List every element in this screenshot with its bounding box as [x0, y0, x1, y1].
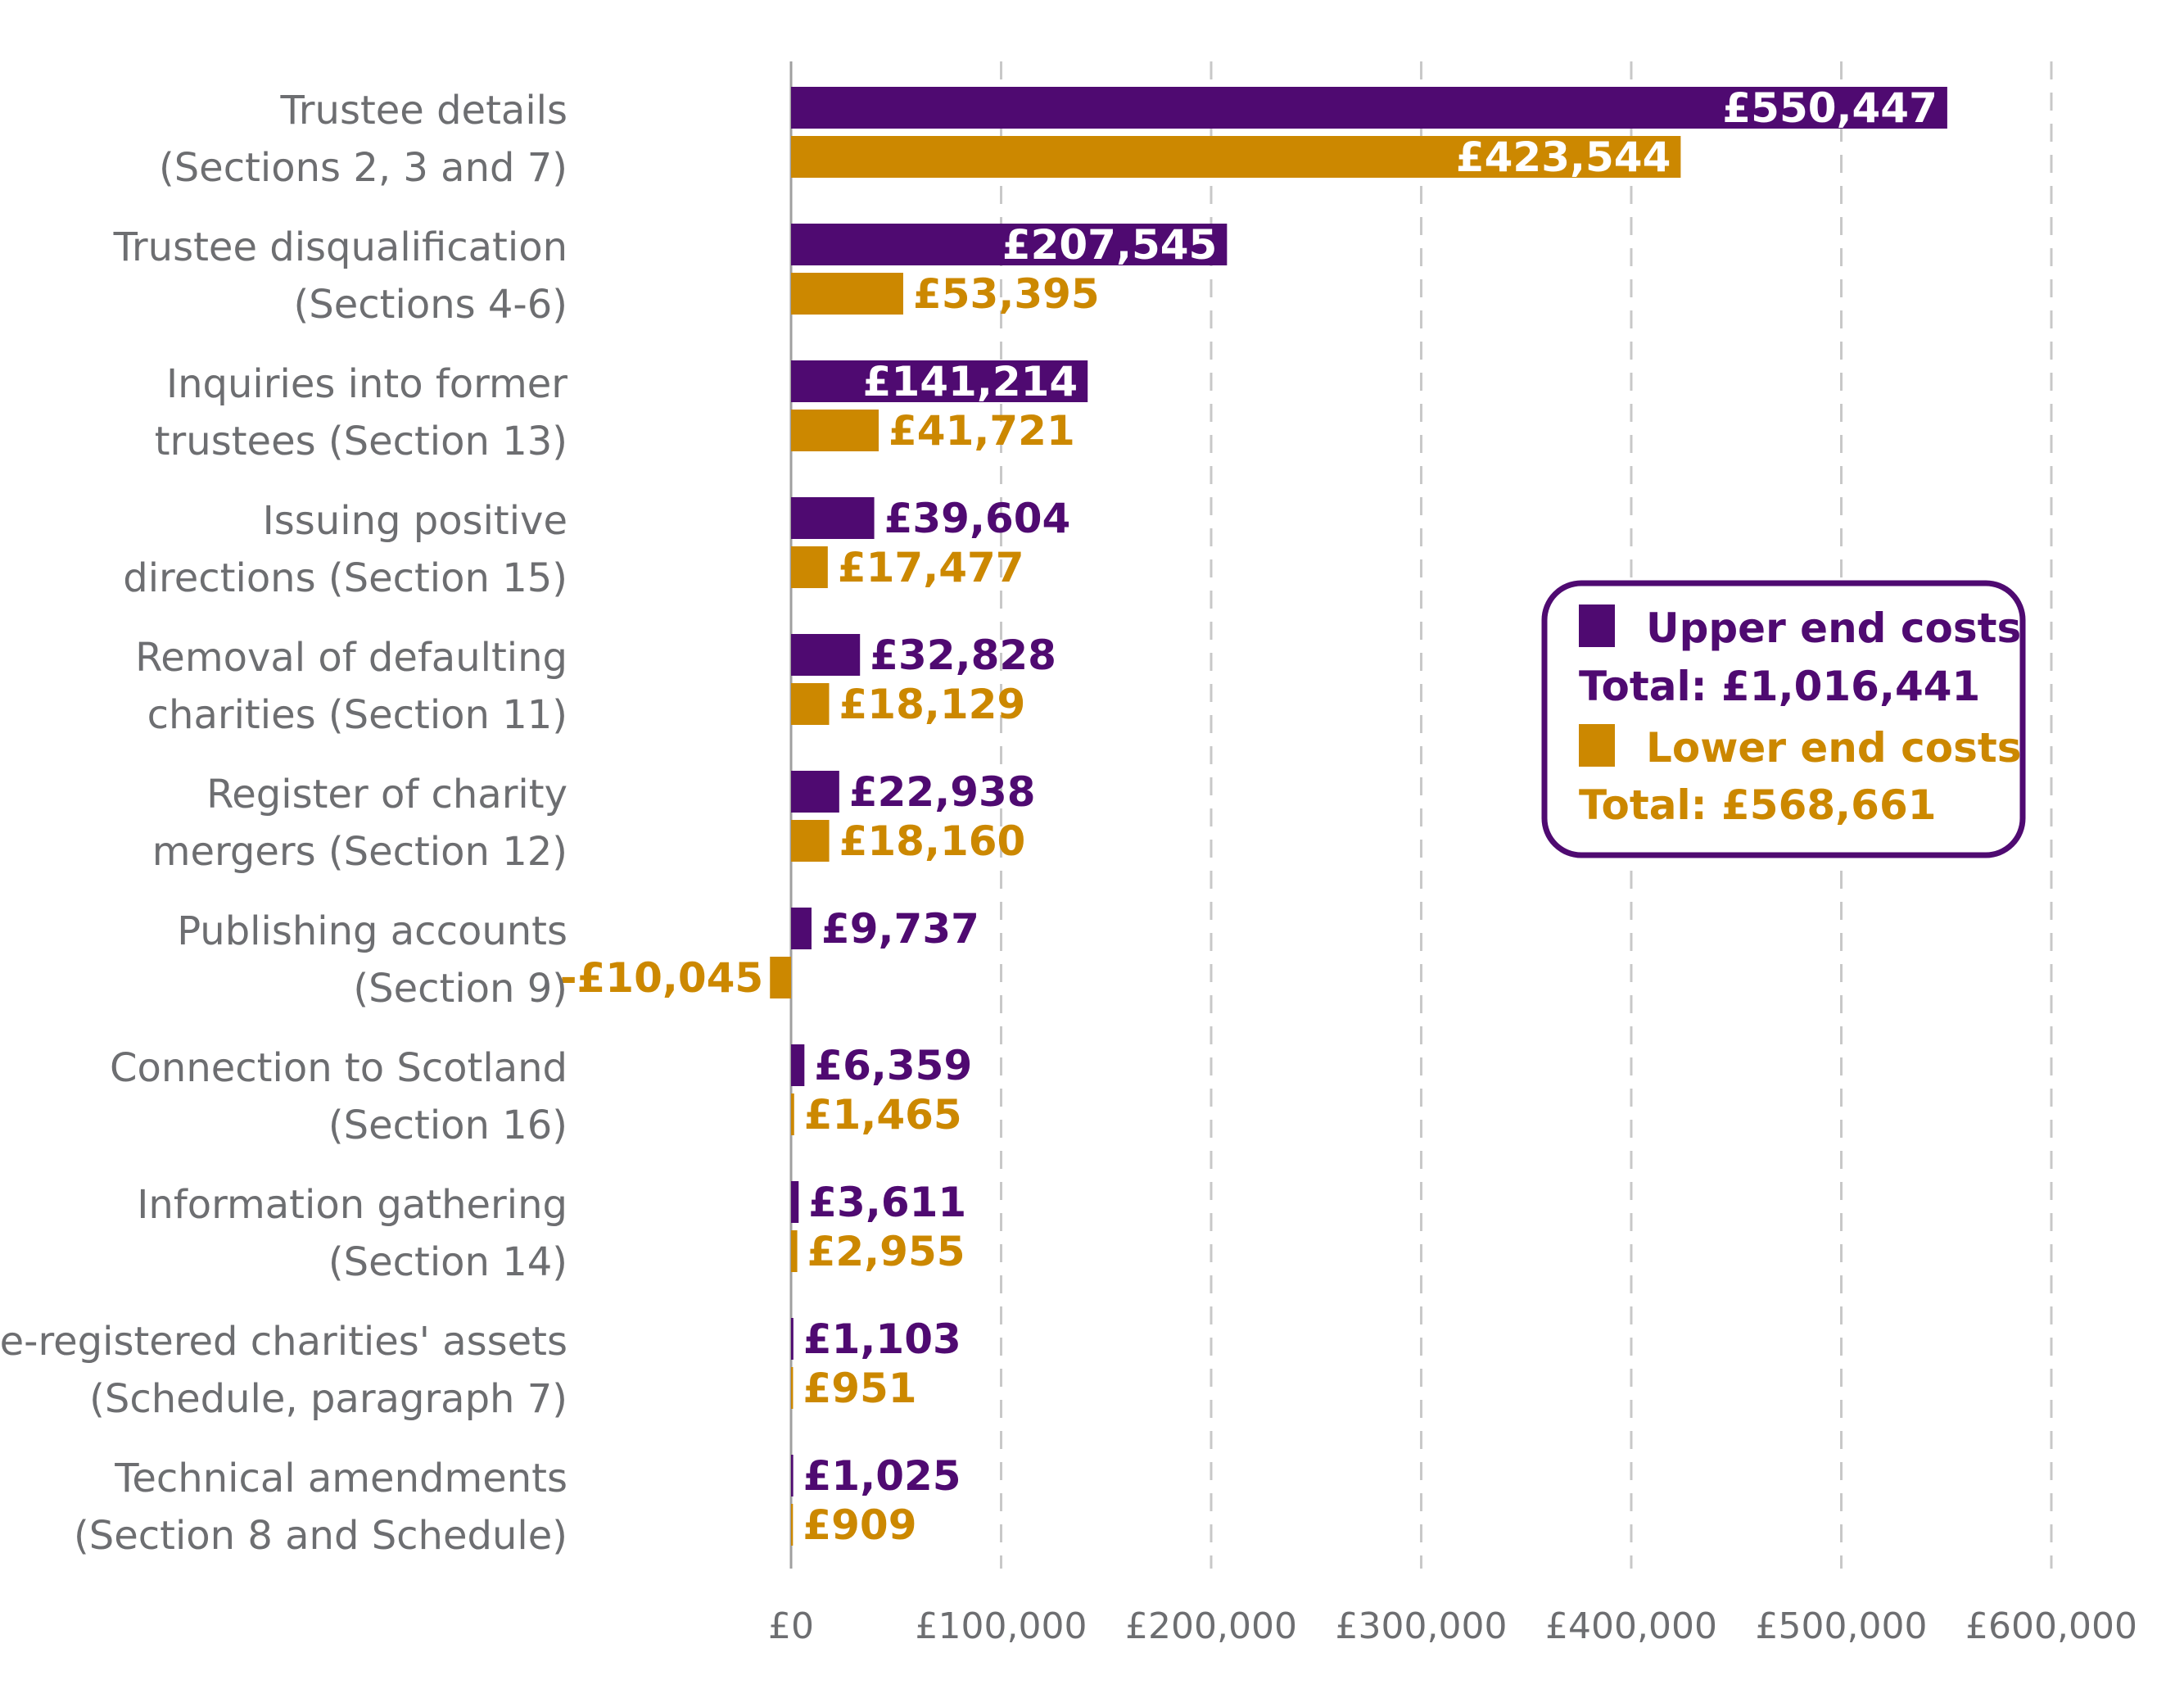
category-label: Register of charity — [206, 772, 567, 817]
category-label: Inquiries into former — [166, 361, 567, 407]
category-label: directions (Section 15) — [123, 555, 567, 601]
category-label: (Sections 4-6) — [294, 282, 567, 328]
bar-lower — [791, 1504, 794, 1546]
data-label: £17,477 — [838, 544, 1024, 591]
bar-lower — [791, 136, 1681, 178]
legend-total-upper: Total: £1,016,441 — [1579, 663, 1980, 710]
bar-upper — [791, 634, 861, 676]
bar-upper — [791, 1455, 794, 1496]
data-label: £1,103 — [803, 1315, 961, 1363]
bar-upper — [791, 771, 839, 813]
bar-upper — [791, 1044, 805, 1086]
data-label: £207,545 — [1002, 221, 1218, 269]
legend-box — [1541, 580, 2026, 858]
bar-lower — [791, 820, 830, 862]
bar-upper — [791, 360, 1088, 402]
data-label: £909 — [803, 1501, 916, 1549]
data-label: -£10,045 — [560, 954, 764, 1002]
data-label: £9,737 — [821, 905, 979, 953]
data-label: £18,160 — [839, 817, 1026, 865]
legend-total-lower: Total: £568,661 — [1579, 781, 1937, 829]
category-label: Issuing positive — [263, 498, 567, 544]
category-labels: Trustee details (Sections 2, 3 and 7) Trus… — [0, 88, 567, 1559]
data-label: £2,955 — [807, 1228, 965, 1275]
data-label: £39,604 — [884, 495, 1071, 542]
category-label: Publishing accounts — [177, 908, 567, 954]
x-axis-ticks: £0 £100,000 £200,000 £300,000 £400,000 £500,0… — [768, 1605, 2137, 1647]
legend-swatch-lower — [1579, 724, 1615, 767]
legend: Upper end costs Total: £1,016,441 Lower … — [1541, 580, 2026, 858]
data-label: £22,938 — [849, 768, 1036, 816]
bar-upper — [791, 1181, 799, 1223]
data-label: £141,214 — [863, 358, 1078, 405]
category-label: (Section 16) — [328, 1103, 567, 1148]
bar-lower — [791, 1367, 794, 1409]
bar-upper — [791, 908, 812, 949]
category-label: (Section 14) — [328, 1239, 567, 1285]
legend-label-lower: Lower end costs — [1646, 724, 2022, 772]
category-label: charities (Section 11) — [147, 692, 567, 738]
legend-swatch-upper — [1579, 604, 1615, 647]
data-label: £550,447 — [1722, 84, 1938, 132]
data-label: £18,129 — [839, 681, 1026, 728]
category-label: Trustee details — [280, 88, 567, 134]
x-tick-label: £300,000 — [1336, 1605, 1508, 1647]
bar-lower — [791, 410, 879, 451]
x-tick-label: £600,000 — [1965, 1605, 2137, 1647]
category-label: mergers (Section 12) — [152, 829, 567, 875]
bar-lower — [791, 546, 828, 588]
data-label: £423,544 — [1456, 134, 1671, 181]
category-label: Trustee disqualification — [113, 224, 567, 270]
category-label: Technical amendments — [114, 1456, 567, 1501]
x-tick-label: £500,000 — [1756, 1605, 1928, 1647]
x-tick-label: £0 — [768, 1605, 814, 1647]
bar-lower — [791, 683, 830, 725]
legend-label-upper: Upper end costs — [1646, 604, 2021, 652]
x-tick-label: £400,000 — [1545, 1605, 1717, 1647]
category-label: (Section 9) — [353, 966, 567, 1012]
category-label: (Schedule, paragraph 7) — [89, 1376, 567, 1422]
bar-upper — [791, 87, 1947, 129]
data-label: £1,025 — [803, 1452, 961, 1500]
data-label: £6,359 — [814, 1042, 972, 1089]
category-label: De-registered charities' assets — [0, 1319, 567, 1365]
data-label: £951 — [803, 1365, 916, 1412]
bar-lower — [770, 957, 791, 998]
data-label: £3,611 — [808, 1179, 966, 1226]
bar-lower — [791, 1230, 798, 1272]
data-label: £1,465 — [804, 1091, 962, 1139]
bars: £550,447£423,544£207,545£53,395£141,214£… — [560, 84, 1947, 1549]
category-label: Connection to Scotland — [110, 1045, 567, 1091]
category-label: Information gathering — [137, 1182, 567, 1228]
bar-lower — [791, 1093, 794, 1135]
bar-lower — [791, 273, 903, 315]
bar-upper — [791, 224, 1228, 265]
bar-upper — [791, 1318, 794, 1360]
x-tick-label: £100,000 — [916, 1605, 1087, 1647]
category-label: (Section 8 and Schedule) — [74, 1513, 567, 1559]
category-label: trustees (Section 13) — [155, 419, 567, 464]
category-label: (Sections 2, 3 and 7) — [159, 145, 567, 191]
data-label: £32,828 — [870, 632, 1056, 679]
bar-upper — [791, 497, 875, 539]
data-label: £53,395 — [913, 270, 1100, 318]
data-label: £41,721 — [889, 407, 1075, 455]
x-tick-label: £200,000 — [1125, 1605, 1297, 1647]
category-label: Removal of defaulting — [135, 635, 567, 681]
